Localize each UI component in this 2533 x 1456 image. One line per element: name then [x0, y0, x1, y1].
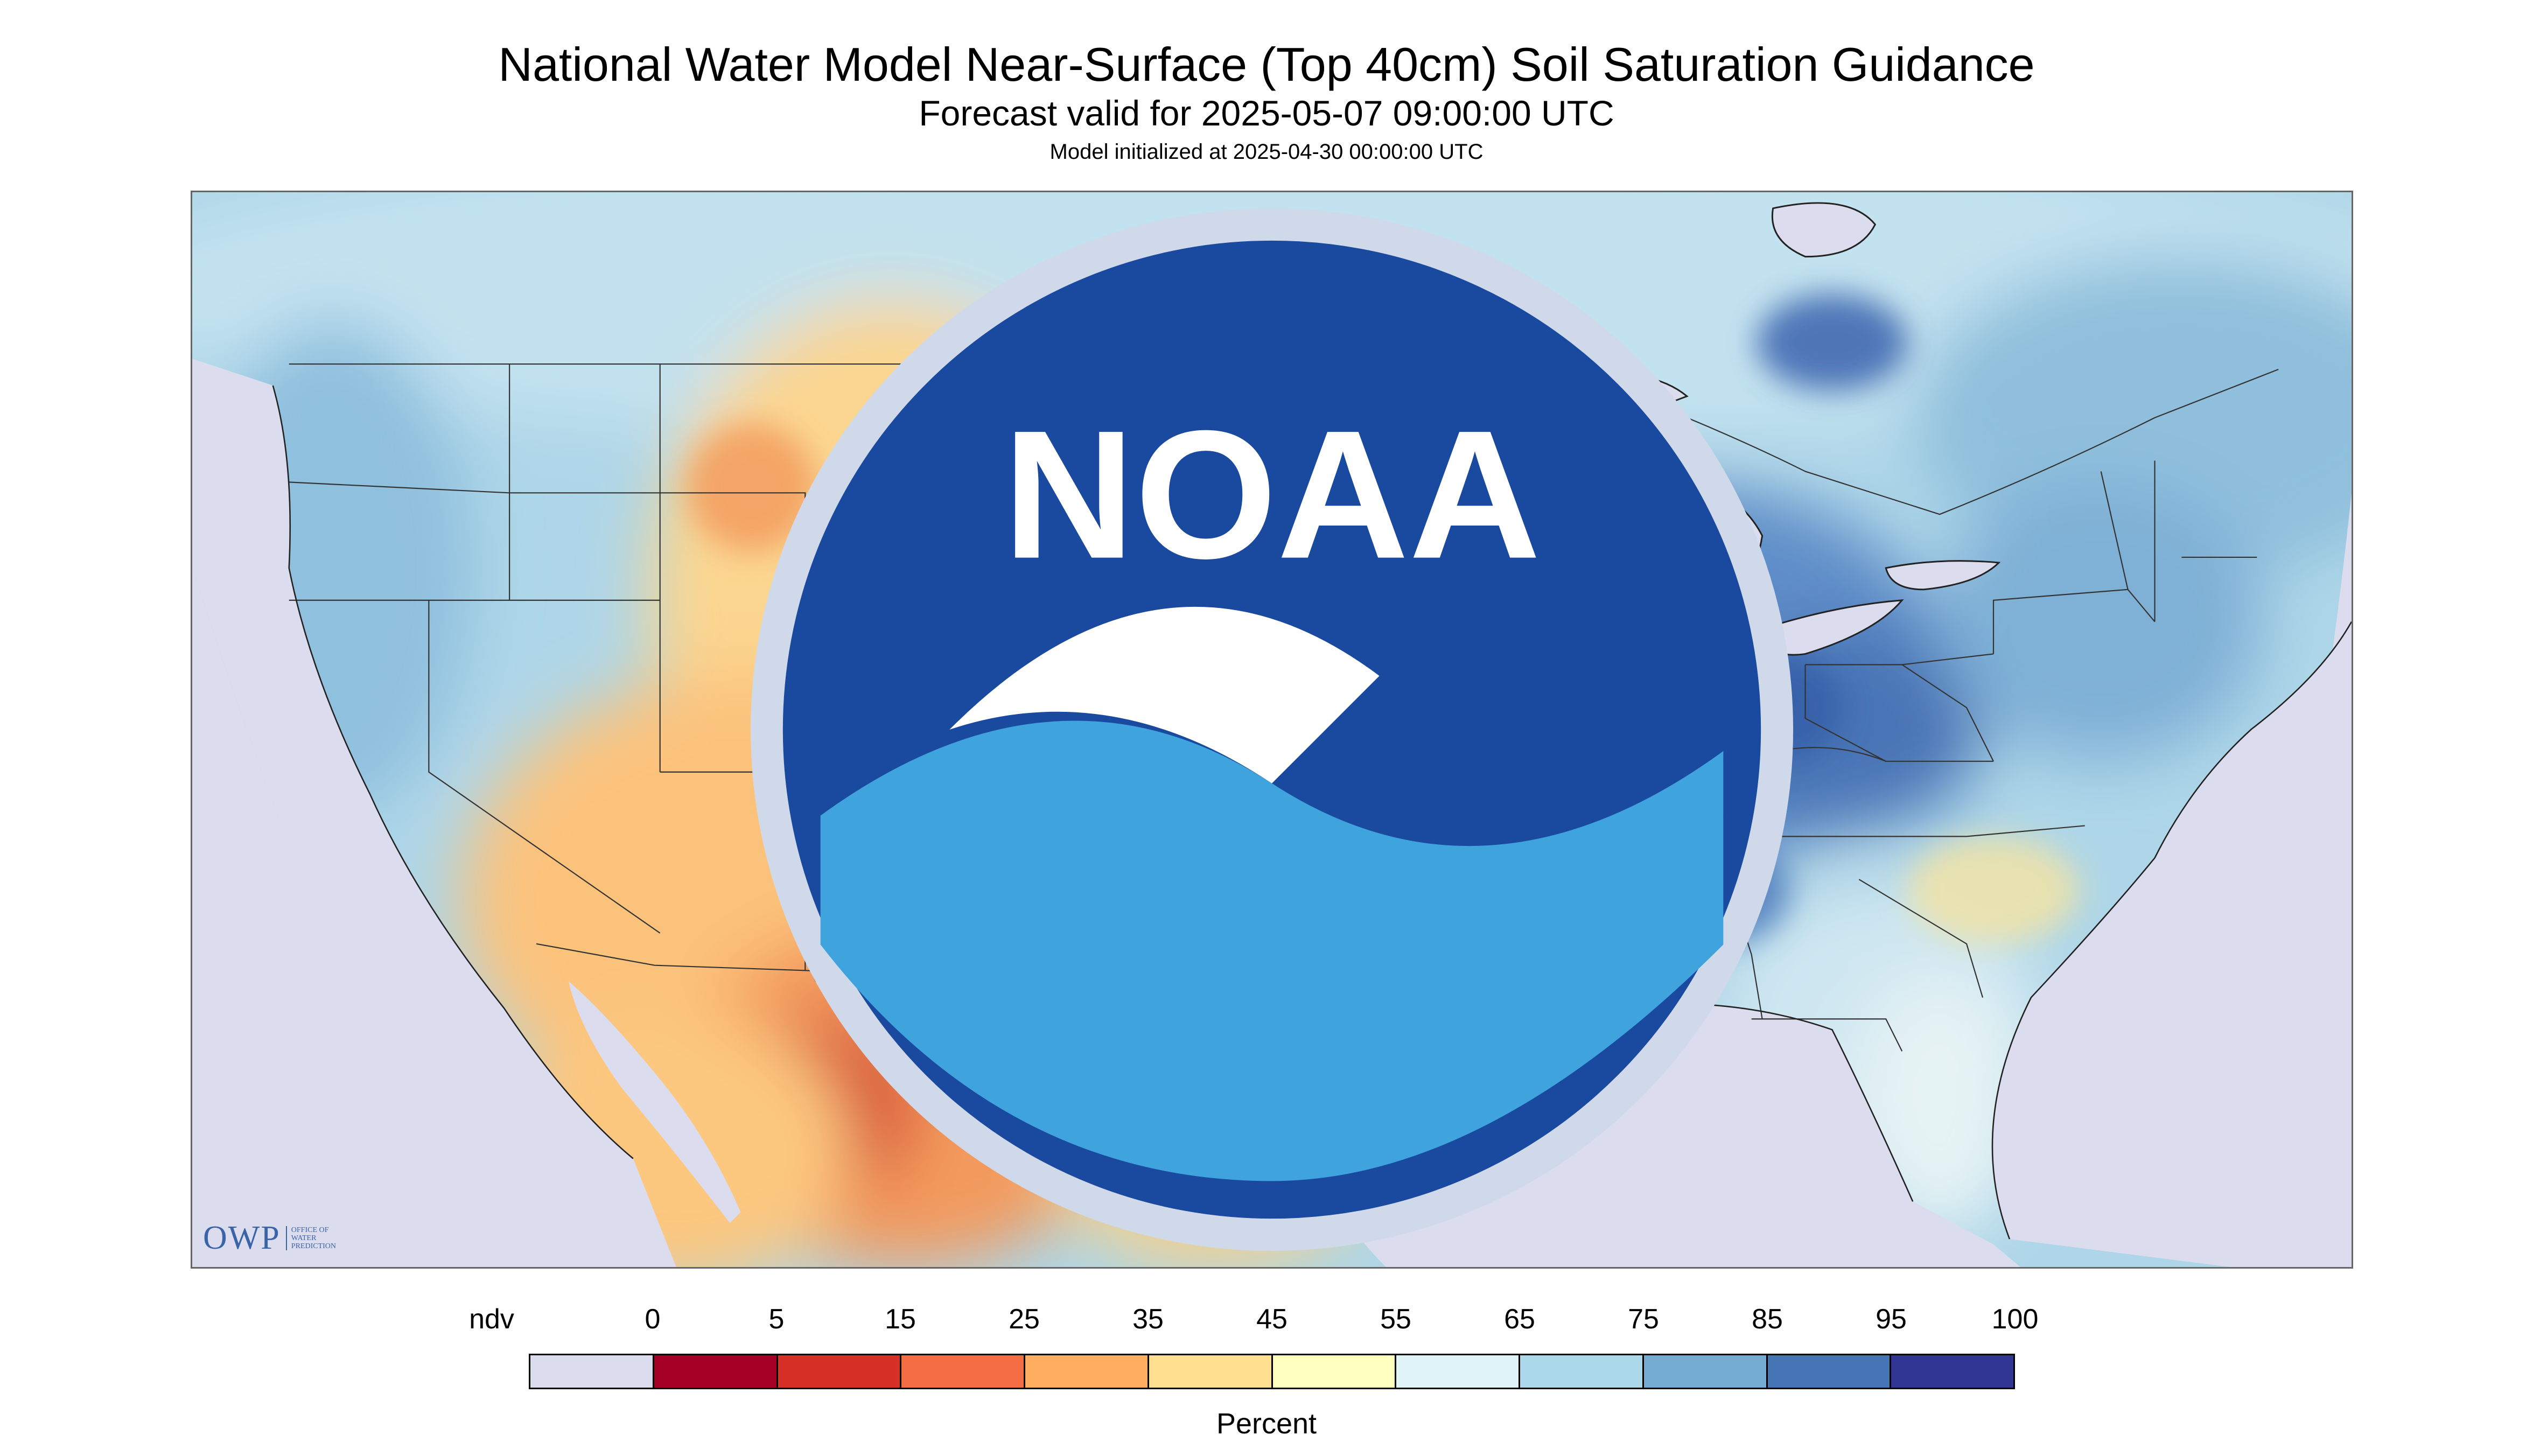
legend-tick-label: 5 [768, 1304, 785, 1335]
owp-logo-subtitle: OFFICE OF WATER PREDICTION [285, 1226, 351, 1250]
legend-swatch-5 [1149, 1355, 1273, 1388]
forecast-valid-time: Forecast valid for 2025-05-07 09:00:00 U… [919, 93, 1614, 133]
legend-title: Percent [1216, 1408, 1317, 1440]
legend-tick-label: 85 [1752, 1304, 1783, 1335]
legend-tick-label: 95 [1876, 1304, 1907, 1335]
legend-swatch-8 [1520, 1355, 1644, 1388]
lake-ontario [1885, 560, 2001, 591]
hudson-bay-inlet [1772, 202, 1877, 258]
legend-swatch-2 [778, 1355, 902, 1388]
colorbar [529, 1354, 2015, 1389]
noaa-logo-text: NOAA [1003, 393, 1541, 597]
legend-swatch-6 [1272, 1355, 1397, 1388]
legend-swatch-11 [1891, 1355, 2013, 1388]
owp-logo: OWP OFFICE OF WATER PREDICTION [203, 1219, 351, 1257]
legend-tick-label: 65 [1504, 1304, 1535, 1335]
legend-tick-label: 35 [1132, 1304, 1164, 1335]
legend-swatch-0 [530, 1355, 654, 1388]
owp-logo-letters: OWP [203, 1220, 281, 1256]
legend-tick-label: 25 [1009, 1304, 1040, 1335]
owp-sub-line-2: WATER [291, 1234, 317, 1242]
legend-tick-label: 100 [1991, 1304, 2039, 1335]
legend-tick-label: 15 [885, 1304, 916, 1335]
legend-tick-label: 0 [645, 1304, 661, 1335]
legend-tick-label: ndv [469, 1304, 514, 1335]
noaa-logo: NOAA [750, 208, 1794, 1251]
model-init-time: Model initialized at 2025-04-30 00:00:00… [1049, 140, 1484, 164]
soil-saturation-map: OWP OFFICE OF WATER PREDICTION NOAA [191, 191, 2353, 1269]
legend-tick-label: 55 [1380, 1304, 1411, 1335]
owp-sub-line-3: PREDICTION [291, 1242, 337, 1250]
legend-swatch-10 [1767, 1355, 1892, 1388]
legend-swatch-1 [654, 1355, 778, 1388]
map-title: National Water Model Near-Surface (Top 4… [498, 38, 2035, 91]
legend-swatch-7 [1396, 1355, 1520, 1388]
legend-swatch-3 [901, 1355, 1025, 1388]
legend-tick-label: 75 [1628, 1304, 1659, 1335]
pacific-ocean [192, 359, 676, 1267]
legend-swatch-9 [1643, 1355, 1768, 1388]
atlantic-ocean [1992, 621, 2352, 1267]
owp-sub-line-1: OFFICE OF [291, 1226, 329, 1234]
legend-swatch-4 [1025, 1355, 1149, 1388]
legend-tick-label: 45 [1256, 1304, 1288, 1335]
gulf-of-california [568, 981, 741, 1223]
